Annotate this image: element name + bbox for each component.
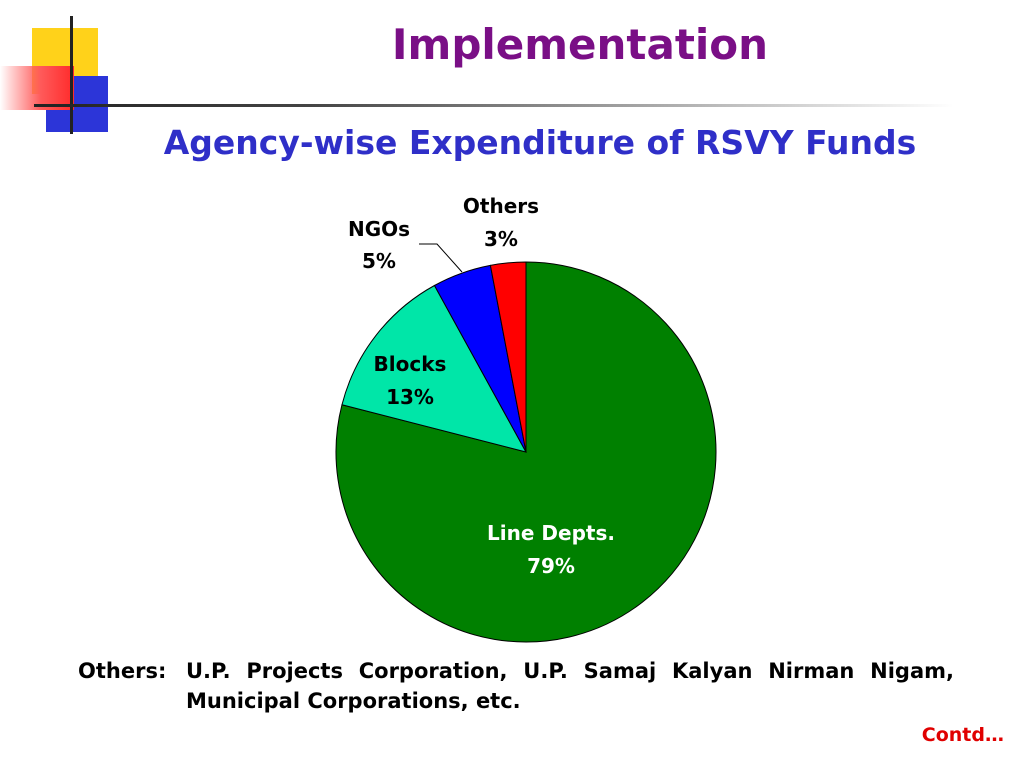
- slice-label-ngos: NGOs: [348, 217, 410, 241]
- pie-slice-others: [489, 261, 527, 453]
- continued-label: Contd…: [921, 724, 1004, 746]
- footnote-text: U.P. Projects Corporation, U.P. Samaj Ka…: [186, 659, 954, 713]
- footnote-label: Others:: [78, 659, 167, 683]
- slice-label-others: Others: [463, 194, 539, 218]
- pie-slice-blocks: [341, 284, 527, 453]
- decor-vertical-line: [70, 16, 73, 134]
- slice-label-blocks: Blocks: [374, 352, 447, 376]
- slice-label-line-depts: Line Depts.: [487, 521, 615, 545]
- pie-slice-line-depts: [335, 261, 717, 643]
- leader-line-ngos: [419, 243, 463, 273]
- decor-horizontal-rule: [34, 104, 954, 107]
- slide-title: Implementation: [391, 20, 769, 69]
- decor-red-bar: [0, 66, 74, 110]
- slice-value-line-depts: 79%: [527, 554, 575, 578]
- slice-value-others: 3%: [484, 227, 518, 251]
- slice-value-ngos: 5%: [362, 249, 396, 273]
- slice-value-blocks: 13%: [386, 385, 434, 409]
- chart-title: Agency-wise Expenditure of RSVY Funds: [163, 123, 917, 162]
